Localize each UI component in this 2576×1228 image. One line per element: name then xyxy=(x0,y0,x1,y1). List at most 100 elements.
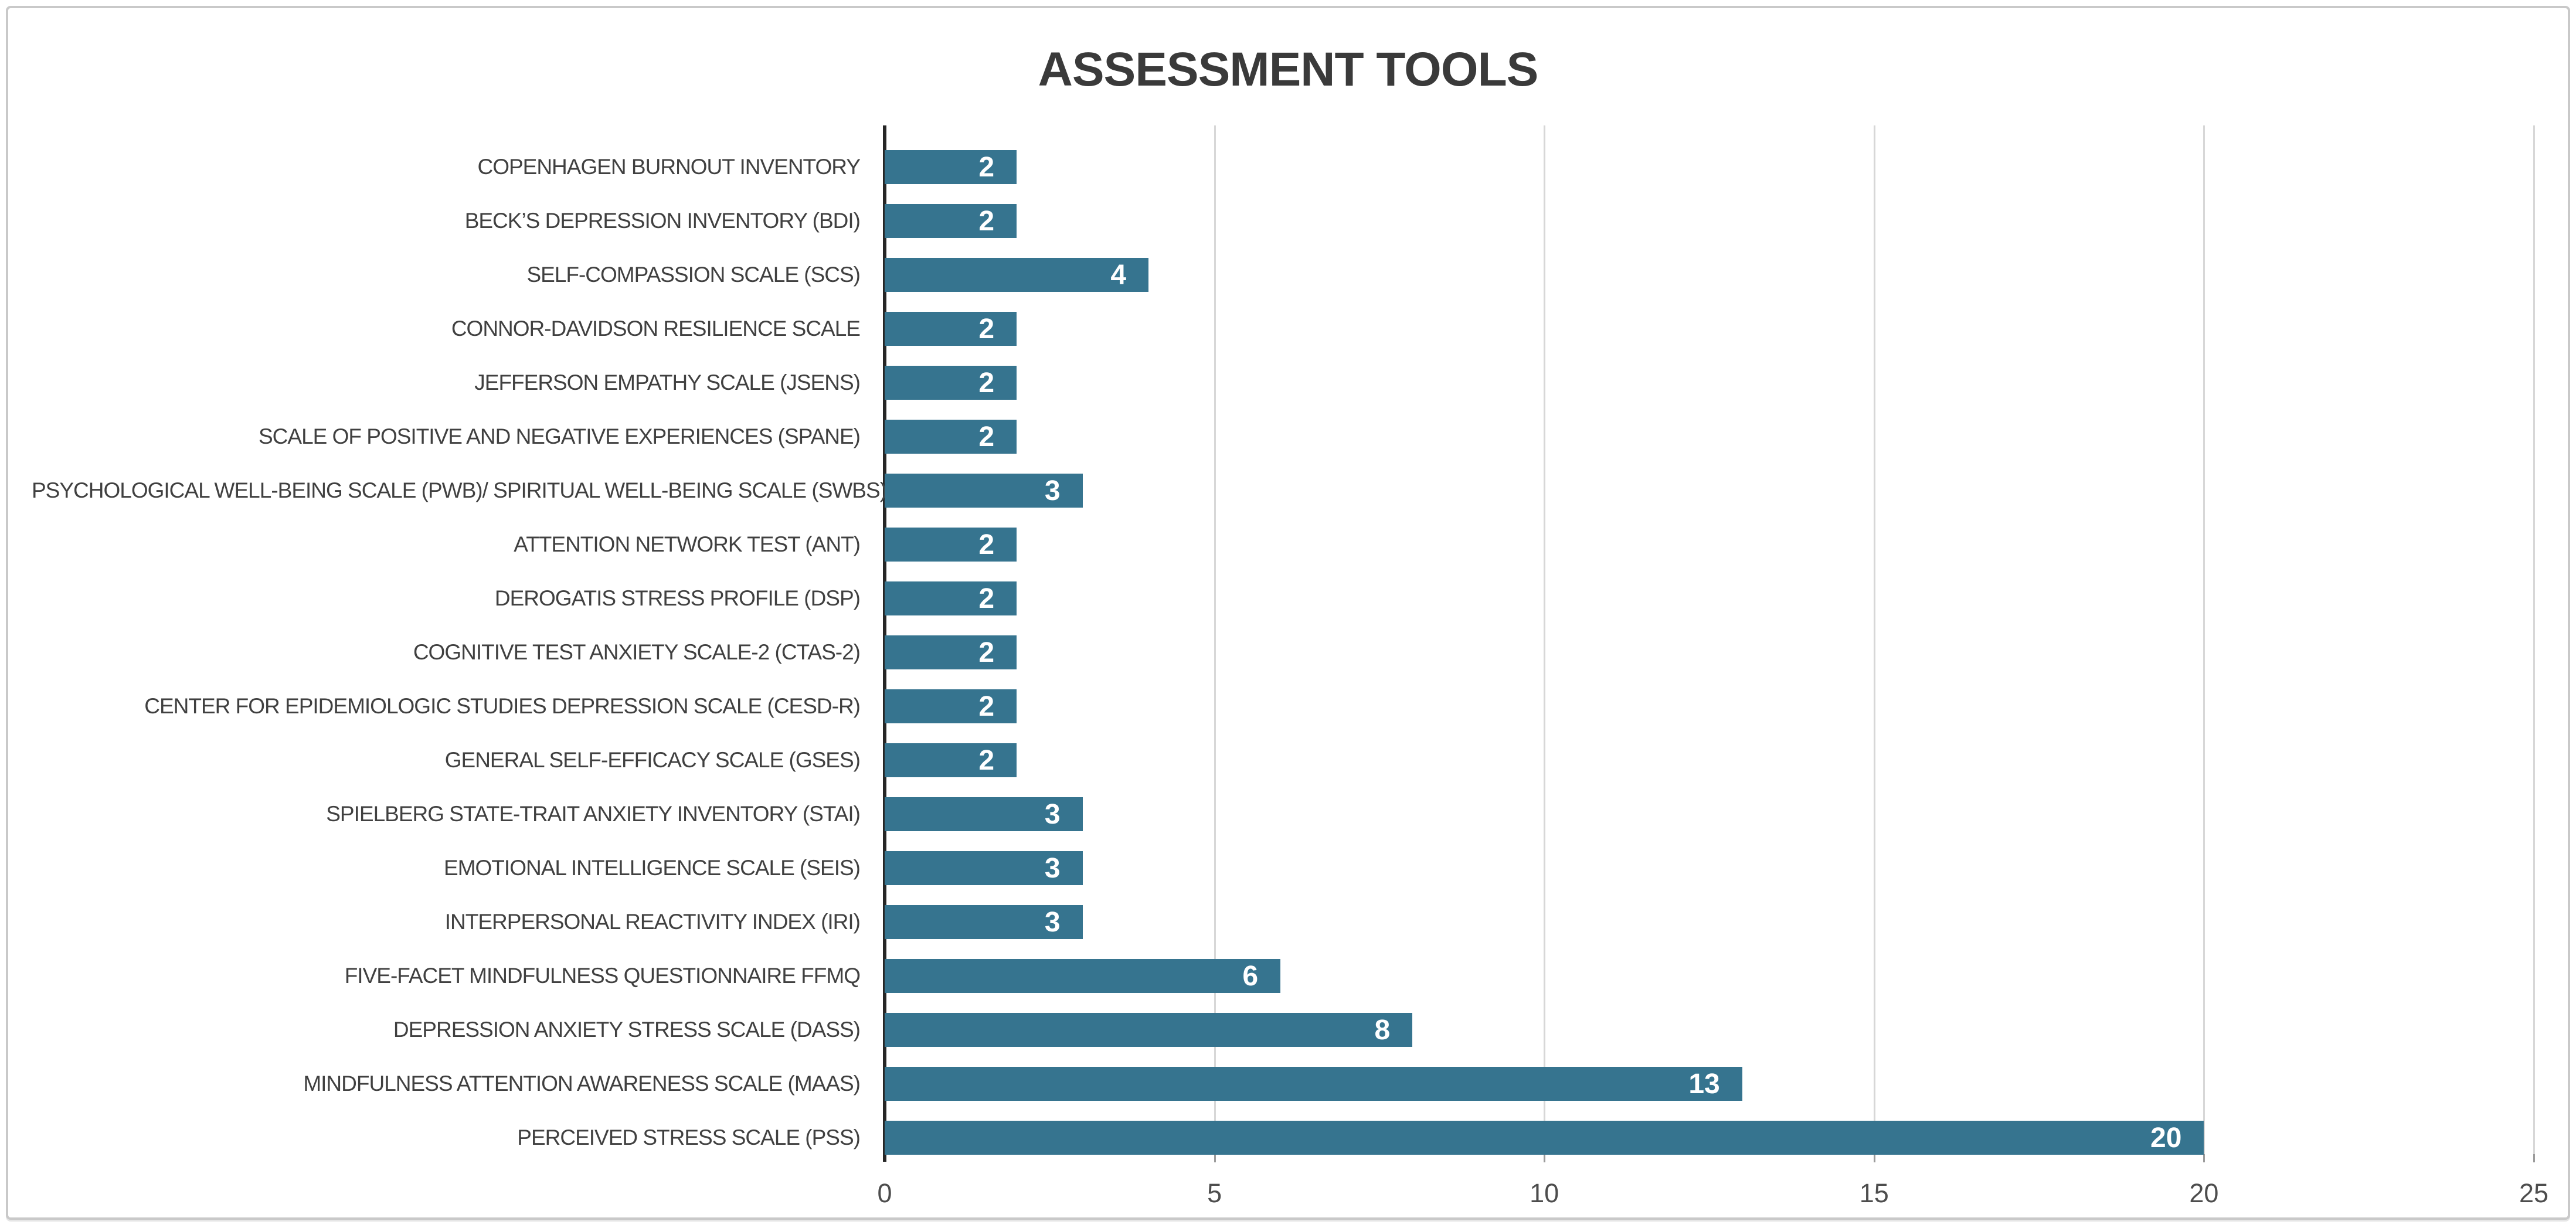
bar: 4 xyxy=(885,258,1149,292)
bar: 2 xyxy=(885,689,1017,723)
bar-track: 3 xyxy=(885,851,2534,885)
bar-value-label: 2 xyxy=(978,583,995,614)
bar-row: SELF-COMPASSION SCALE (SCS) 4 xyxy=(32,248,2534,302)
category-label: SPIELBERG STATE-TRAIT ANXIETY INVENTORY … xyxy=(326,801,861,826)
bar-value-label: 2 xyxy=(978,529,995,560)
bar: 6 xyxy=(885,959,1281,993)
bar-row: SPIELBERG STATE-TRAIT ANXIETY INVENTORY … xyxy=(32,787,2534,841)
bar-row: COPENHAGEN BURNOUT INVENTORY 2 xyxy=(32,140,2534,194)
bar-value-label: 3 xyxy=(1044,852,1061,884)
bar: 2 xyxy=(885,366,1017,400)
x-axis: 0 5 10 15 20 25 xyxy=(877,1178,2548,1213)
bar-track: 2 xyxy=(885,312,2534,346)
category-label: PERCEIVED STRESS SCALE (PSS) xyxy=(517,1125,861,1149)
bar-value-label: 6 xyxy=(1242,960,1259,992)
bar-row: INTERPERSONAL REACTIVITY INDEX (IRI) 3 xyxy=(32,895,2534,949)
bar: 2 xyxy=(885,528,1017,562)
bar-track: 2 xyxy=(885,689,2534,723)
bar-track: 13 xyxy=(885,1067,2534,1101)
category-label: CENTER FOR EPIDEMIOLOGIC STUDIES DEPRESS… xyxy=(144,693,861,718)
bar: 3 xyxy=(885,905,1083,939)
category-label: JEFFERSON EMPATHY SCALE (JSENS) xyxy=(474,370,861,394)
x-axis-tick-label: 15 xyxy=(1859,1178,1889,1208)
bar: 3 xyxy=(885,797,1083,831)
bar-track: 2 xyxy=(885,743,2534,777)
category-label: ATTENTION NETWORK TEST (ANT) xyxy=(514,532,861,556)
category-label: MINDFULNESS ATTENTION AWARENESS SCALE (M… xyxy=(303,1071,861,1096)
bar-value-label: 3 xyxy=(1044,475,1061,506)
bar-track: 2 xyxy=(885,635,2534,669)
bar-track: 4 xyxy=(885,258,2534,292)
bar: 2 xyxy=(885,420,1017,454)
bar-value-label: 2 xyxy=(978,690,995,722)
bar-value-label: 4 xyxy=(1110,259,1127,291)
bar: 3 xyxy=(885,851,1083,885)
bar-row: COGNITIVE TEST ANXIETY SCALE-2 (CTAS-2) … xyxy=(32,625,2534,679)
bar-value-label: 20 xyxy=(2150,1122,2182,1154)
bar-row: CENTER FOR EPIDEMIOLOGIC STUDIES DEPRESS… xyxy=(32,679,2534,733)
bar-row: SCALE OF POSITIVE AND NEGATIVE EXPERIENC… xyxy=(32,410,2534,464)
x-axis-tick-label: 25 xyxy=(2519,1178,2549,1208)
x-axis-tick-label: 20 xyxy=(2189,1178,2219,1208)
x-axis-tick-label: 0 xyxy=(877,1178,892,1208)
bar-track: 2 xyxy=(885,204,2534,238)
bar-value-label: 2 xyxy=(978,421,995,453)
bar-row: JEFFERSON EMPATHY SCALE (JSENS) 2 xyxy=(32,356,2534,410)
category-label: DEROGATIS STRESS PROFILE (DSP) xyxy=(494,586,861,610)
category-label: SELF-COMPASSION SCALE (SCS) xyxy=(526,262,861,287)
bar: 2 xyxy=(885,312,1017,346)
bar-track: 2 xyxy=(885,366,2534,400)
bar-track: 2 xyxy=(885,150,2534,184)
bar-value-label: 2 xyxy=(978,744,995,776)
bar: 2 xyxy=(885,204,1017,238)
bar-track: 20 xyxy=(885,1121,2534,1155)
bar-value-label: 13 xyxy=(1688,1068,1720,1100)
bar-value-label: 2 xyxy=(978,205,995,237)
bar-track: 2 xyxy=(885,581,2534,615)
bar: 2 xyxy=(885,635,1017,669)
chart-frame: ASSESSMENT TOOLS COPENHAGEN BURNOUT INVE… xyxy=(6,6,2570,1220)
category-label: SCALE OF POSITIVE AND NEGATIVE EXPERIENC… xyxy=(259,424,861,448)
bar: 8 xyxy=(885,1013,1413,1047)
bar-row: EMOTIONAL INTELLIGENCE SCALE (SEIS) 3 xyxy=(32,841,2534,895)
bar-value-label: 8 xyxy=(1374,1014,1391,1046)
bar-rows: COPENHAGEN BURNOUT INVENTORY 2 BECK’S DE… xyxy=(32,140,2534,1165)
category-label: INTERPERSONAL REACTIVITY INDEX (IRI) xyxy=(444,909,861,934)
bar-value-label: 3 xyxy=(1044,906,1061,938)
bar-row: DEROGATIS STRESS PROFILE (DSP) 2 xyxy=(32,572,2534,625)
bar-row: GENERAL SELF-EFFICACY SCALE (GSES) 2 xyxy=(32,733,2534,787)
x-axis-tick-label: 5 xyxy=(1207,1178,1222,1208)
category-label: FIVE-FACET MINDFULNESS QUESTIONNAIRE FFM… xyxy=(344,963,861,988)
bar: 20 xyxy=(885,1121,2204,1155)
bar-track: 3 xyxy=(885,905,2534,939)
category-label: CONNOR-DAVIDSON RESILIENCE SCALE xyxy=(451,316,861,341)
category-label: COGNITIVE TEST ANXIETY SCALE-2 (CTAS-2) xyxy=(413,639,861,664)
bar-row: MINDFULNESS ATTENTION AWARENESS SCALE (M… xyxy=(32,1057,2534,1111)
bar: 13 xyxy=(885,1067,1742,1101)
x-axis-tick-label: 10 xyxy=(1530,1178,1559,1208)
bar-track: 3 xyxy=(885,474,2534,508)
bar-track: 3 xyxy=(885,797,2534,831)
bar-value-label: 2 xyxy=(978,637,995,668)
bar-row: BECK’S DEPRESSION INVENTORY (BDI) 2 xyxy=(32,194,2534,248)
category-label: DEPRESSION ANXIETY STRESS SCALE (DASS) xyxy=(393,1017,861,1042)
bar-row: ATTENTION NETWORK TEST (ANT) 2 xyxy=(32,518,2534,572)
category-label: GENERAL SELF-EFFICACY SCALE (GSES) xyxy=(444,747,861,772)
category-label: PSYCHOLOGICAL WELL-BEING SCALE (PWB)/ SP… xyxy=(32,478,887,502)
bar-value-label: 2 xyxy=(978,313,995,345)
bar: 2 xyxy=(885,150,1017,184)
bar-track: 2 xyxy=(885,528,2534,562)
category-label: BECK’S DEPRESSION INVENTORY (BDI) xyxy=(464,208,861,233)
bar-value-label: 2 xyxy=(978,367,995,399)
bar-value-label: 2 xyxy=(978,151,995,183)
bar-row: PSYCHOLOGICAL WELL-BEING SCALE (PWB)/ SP… xyxy=(32,464,2534,518)
bar-row: DEPRESSION ANXIETY STRESS SCALE (DASS) 8 xyxy=(32,1003,2534,1057)
bar: 3 xyxy=(885,474,1083,508)
bar-row: PERCEIVED STRESS SCALE (PSS) 20 xyxy=(32,1111,2534,1165)
category-label: COPENHAGEN BURNOUT INVENTORY xyxy=(477,154,861,179)
chart-title: ASSESSMENT TOOLS xyxy=(1038,43,1539,96)
bar-track: 6 xyxy=(885,959,2534,993)
bar-value-label: 3 xyxy=(1044,798,1061,830)
bar-track: 2 xyxy=(885,420,2534,454)
bar-row: CONNOR-DAVIDSON RESILIENCE SCALE 2 xyxy=(32,302,2534,356)
